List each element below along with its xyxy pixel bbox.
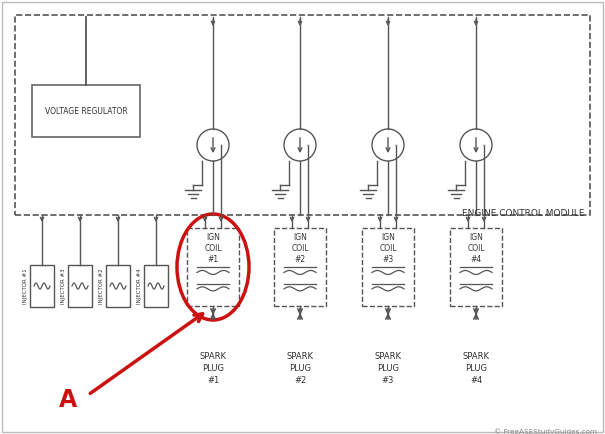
Text: SPARK
PLUG
#1: SPARK PLUG #1 [200,352,226,385]
Text: A: A [59,388,77,412]
Text: IGN
COIL
#3: IGN COIL #3 [379,233,397,264]
Text: INJECTOR #3: INJECTOR #3 [61,268,66,304]
Bar [30,265,54,307]
Text: VOLTAGE REGULATOR: VOLTAGE REGULATOR [45,106,128,115]
Text: © FreeASEStudyGuides.com: © FreeASEStudyGuides.com [494,428,597,434]
Bar [274,228,326,306]
Text: IGN
COIL
#1: IGN COIL #1 [204,233,222,264]
Text: SPARK
PLUG
#3: SPARK PLUG #3 [374,352,402,385]
Bar [450,228,502,306]
Text: IGN
COIL
#4: IGN COIL #4 [467,233,485,264]
Text: INJECTOR #4: INJECTOR #4 [137,268,142,304]
Text: SPARK
PLUG
#2: SPARK PLUG #2 [287,352,313,385]
Text: SPARK
PLUG
#4: SPARK PLUG #4 [462,352,489,385]
Text: IGN
COIL
#2: IGN COIL #2 [291,233,309,264]
Bar [106,265,130,307]
Bar [187,228,239,306]
Text: INJECTOR #1: INJECTOR #1 [23,268,28,304]
Text: ENGINE CONTROL MODULE: ENGINE CONTROL MODULE [462,209,585,218]
Text: INJECTOR #2: INJECTOR #2 [99,268,104,304]
Bar [68,265,92,307]
Bar [144,265,168,307]
Bar [15,15,590,215]
Bar [362,228,414,306]
Bar [32,85,140,137]
